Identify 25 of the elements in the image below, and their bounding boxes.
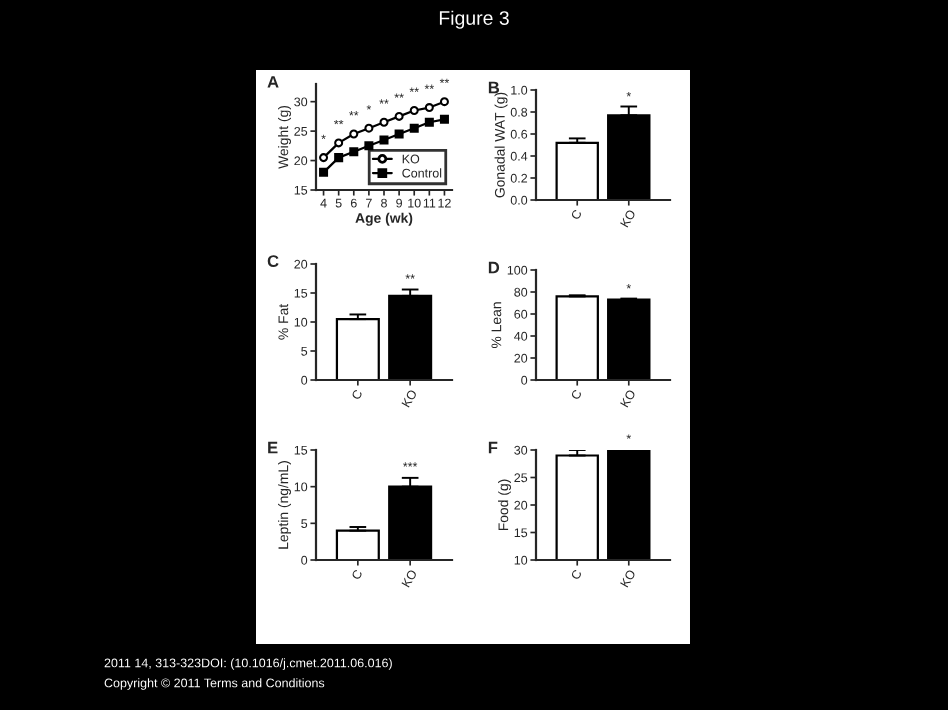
point xyxy=(394,129,404,139)
point xyxy=(364,123,374,133)
point xyxy=(334,153,344,163)
point xyxy=(439,114,449,124)
chart-title: Figure 3 xyxy=(439,10,509,29)
point xyxy=(334,138,344,148)
text: F xyxy=(488,441,498,454)
text: D xyxy=(488,261,500,274)
text: E xyxy=(268,441,278,454)
point xyxy=(424,103,434,113)
point xyxy=(424,117,434,127)
point xyxy=(319,167,329,177)
text: A xyxy=(267,76,279,88)
text: C xyxy=(267,255,279,267)
point xyxy=(379,117,389,127)
point xyxy=(409,123,419,133)
point xyxy=(319,153,329,163)
point xyxy=(349,147,359,157)
text: B xyxy=(488,81,500,94)
point xyxy=(349,129,359,139)
point xyxy=(379,135,389,145)
point xyxy=(409,105,419,116)
point xyxy=(439,97,449,107)
point xyxy=(364,141,374,151)
point xyxy=(394,111,404,121)
